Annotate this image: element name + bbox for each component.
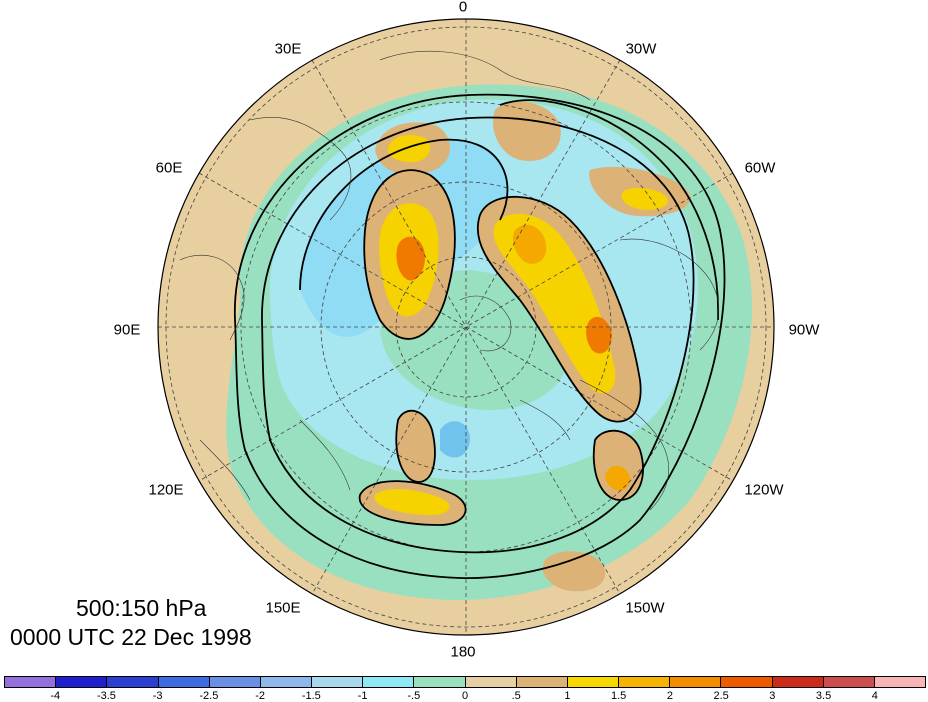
colorbar-swatch [363,677,415,687]
colorbar-tick-label: -1 [357,690,368,702]
lon-label-120w: 120W [744,481,784,499]
colorbar-swatch [158,677,210,687]
colorbar [4,676,926,688]
lon-label-30e: 30E [274,40,302,58]
colorbar-tick-label: 1.5 [611,690,627,702]
colorbar-tick-label: 0 [461,690,469,702]
colorbar-swatch [721,677,773,687]
colorbar-tick-label: -1.5 [301,690,321,702]
colorbar-tick-label: 1 [564,690,571,702]
lon-label-120e: 120E [148,481,184,499]
positive-blob-top-core [387,135,431,163]
colorbar-swatch [670,677,722,687]
positive-blob-aleutian-2-core [605,465,630,491]
time-caption: 0000 UTC 22 Dec 1998 [10,624,252,650]
lon-label-150w: 150W [625,599,665,617]
positive-blob-left-peak [396,236,425,281]
positive-blob-atlantic [492,101,561,161]
lon-label-90w: 90W [788,321,820,339]
colorbar-swatch [414,677,466,687]
contour-lines [234,93,726,580]
positive-blob-south [542,551,606,592]
colorbar-swatch [312,677,364,687]
lon-label-60w: 60W [744,159,776,177]
positive-blob-right-peak-2 [586,316,612,354]
colorbar-tick-label: -3.5 [96,690,116,702]
colorbar-tick-label: -4 [50,690,61,702]
colorbar-swatch [56,677,108,687]
colorbar-tick-label: -2.5 [199,690,219,702]
colorbar-tick-label: 3.5 [815,690,832,702]
map-disc [158,19,774,635]
lon-label-180: 180 [450,643,476,661]
colorbar-swatch [209,677,261,687]
colorbar-tick-label: 2.5 [713,690,729,702]
colorbar-tick-label: 4 [871,690,878,702]
positive-blob-pacific-core [374,488,450,515]
colorbar-swatch [874,677,926,687]
colorbar-swatch [619,677,671,687]
pressure-level-caption: 500:150 hPa [76,595,207,621]
colorbar-swatch [260,677,313,687]
positive-blob-right-peak [513,224,547,264]
coastlines [179,51,720,511]
colorbar-swatch [465,677,517,687]
lon-label-90e: 90E [113,321,141,339]
lon-label-60e: 60E [155,159,183,177]
colorbar-tick-label: 3 [769,690,776,702]
colorbar-tick-label: -3 [152,690,163,702]
colorbar-swatch [567,677,620,687]
colorbar-swatch [107,677,159,687]
lon-label-30w: 30W [625,40,657,58]
lon-label-150e: 150E [265,599,301,617]
colorbar-tick-label: -2 [255,690,265,702]
lon-label-0: 0 [458,0,468,16]
colorbar-tick-label: 2 [666,690,673,702]
positive-blob-atlantic-core [621,188,668,210]
colorbar-swatch [516,677,568,687]
colorbar-swatch [772,677,824,687]
positive-blob-aleutian [396,410,435,483]
map-border [157,18,775,636]
positive-blob-aleutian-2 [593,430,644,500]
colorbar-swatch [823,677,875,687]
colorbar-tick-label: -.5 [407,690,421,702]
colorbar-swatch [5,677,57,687]
blue-zone-deep-2 [440,421,470,458]
colorbar-tick-label: .5 [511,690,521,702]
